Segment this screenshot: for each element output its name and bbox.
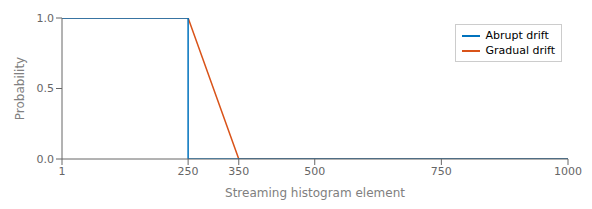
svg-text:1: 1 xyxy=(59,165,66,178)
svg-text:750: 750 xyxy=(431,165,452,178)
svg-text:350: 350 xyxy=(228,165,249,178)
svg-text:Probability: Probability xyxy=(13,57,27,120)
svg-text:0.0: 0.0 xyxy=(37,153,55,166)
svg-text:500: 500 xyxy=(304,165,325,178)
svg-text:250: 250 xyxy=(178,165,199,178)
svg-text:0.5: 0.5 xyxy=(37,82,55,95)
html-text:Gradual drift: Gradual drift xyxy=(485,44,555,57)
svg-text:Streaming histogram element: Streaming histogram element xyxy=(225,186,405,200)
html-text:Abrupt drift: Abrupt drift xyxy=(485,29,549,42)
svg-text:1000: 1000 xyxy=(554,165,582,178)
svg-text:1.0: 1.0 xyxy=(37,12,55,25)
